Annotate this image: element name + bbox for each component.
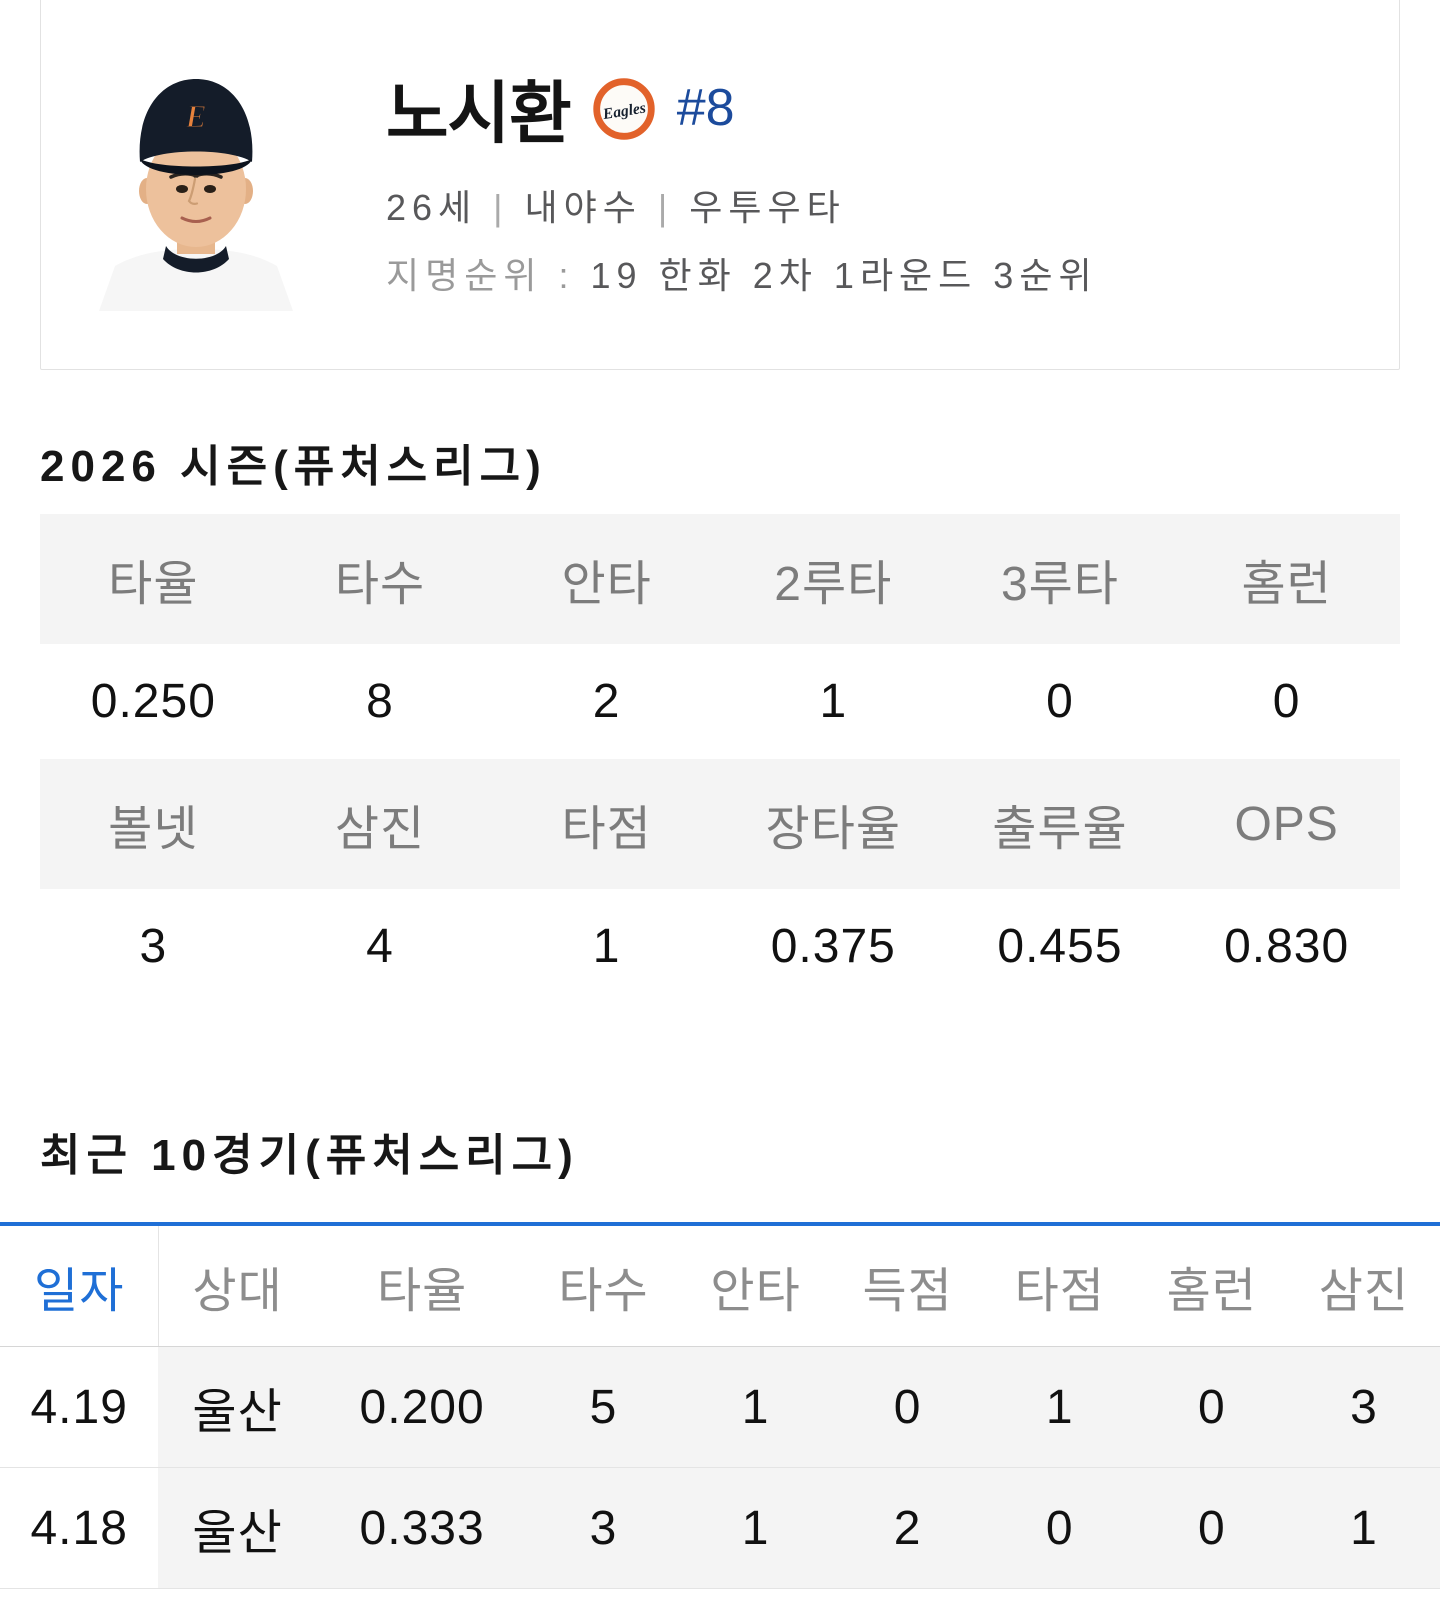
svg-text:E: E — [184, 98, 206, 134]
